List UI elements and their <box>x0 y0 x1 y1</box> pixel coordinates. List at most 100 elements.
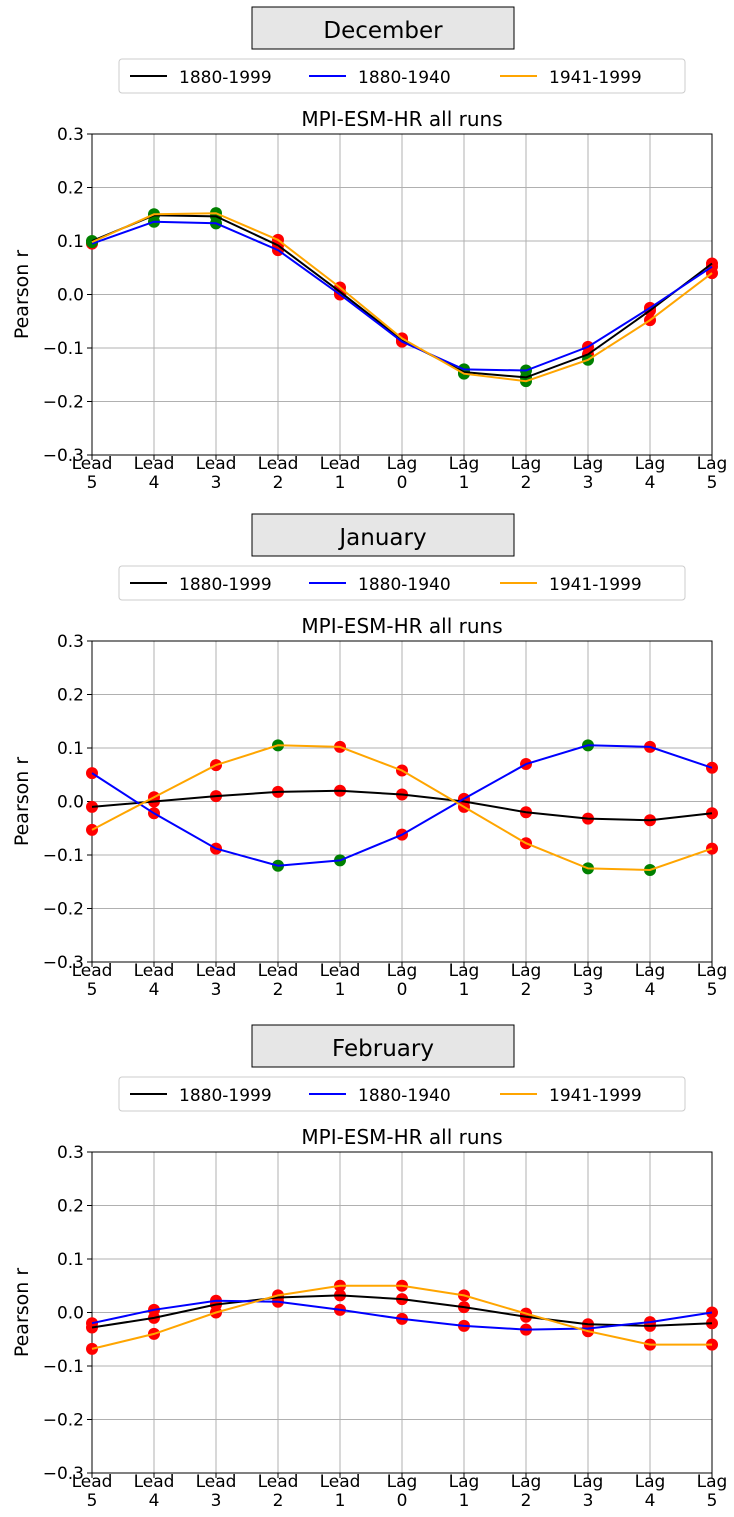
legend-entry-label: 1941-1999 <box>549 68 642 88</box>
legend-entry-label: 1880-1999 <box>179 575 272 595</box>
series-line-1880-1999 <box>91 1294 713 1329</box>
x-tick-label-top: Lead <box>320 1472 361 1492</box>
x-tick-label-top: Lag <box>635 454 666 474</box>
month-label: January <box>337 525 426 551</box>
x-tick-label-bottom: 2 <box>273 473 284 493</box>
x-tick-label-bottom: 4 <box>645 1491 656 1511</box>
x-tick-label-top: Lead <box>134 1472 175 1492</box>
x-tick-label-top: Lag <box>573 454 604 474</box>
x-tick-label-bottom: 2 <box>273 980 284 1000</box>
x-tick-label-top: Lead <box>72 1472 113 1492</box>
month-label-box <box>251 1024 515 1068</box>
x-tick-label-top: Lead <box>196 961 237 981</box>
series-line-1880-1940 <box>91 220 713 372</box>
legend-entry-label: 1880-1940 <box>358 1086 451 1106</box>
x-tick-label-bottom: 2 <box>273 1491 284 1511</box>
series-line-1880-1999 <box>91 789 713 822</box>
x-tick-label-bottom: 5 <box>87 1491 98 1511</box>
x-tick-label-top: Lag <box>635 961 666 981</box>
x-tick-label-bottom: 0 <box>397 1491 408 1511</box>
x-tick-label-top: Lag <box>697 961 728 981</box>
x-tick-label-top: Lag <box>449 961 480 981</box>
x-tick-label-bottom: 1 <box>335 980 346 1000</box>
x-tick-label-bottom: 4 <box>149 980 160 1000</box>
series-line-1880-1940 <box>91 744 713 867</box>
y-tick-label: 0.2 <box>57 179 84 199</box>
x-tick-label-top: Lead <box>134 961 175 981</box>
chart-title: MPI-ESM-HR all runs <box>301 1125 502 1149</box>
x-tick-label-bottom: 1 <box>459 980 470 1000</box>
x-tick-label-bottom: 5 <box>707 980 718 1000</box>
legend-entry-label: 1880-1999 <box>179 68 272 88</box>
x-tick-label-bottom: 2 <box>521 980 532 1000</box>
legend-box <box>118 58 686 94</box>
x-tick-label-bottom: 3 <box>211 980 222 1000</box>
x-tick-label-bottom: 1 <box>335 1491 346 1511</box>
x-tick-label-top: Lead <box>72 454 113 474</box>
x-tick-label-top: Lead <box>320 454 361 474</box>
x-tick-label-bottom: 3 <box>583 1491 594 1511</box>
legend-entry-label: 1880-1940 <box>358 575 451 595</box>
y-tick-label: −0.3 <box>43 953 84 973</box>
y-tick-label: 0.0 <box>57 1304 84 1324</box>
y-tick-label: −0.3 <box>43 446 84 466</box>
chart-panel-december: December 1880-1999 1880-1940 1941-1999 MPI-E… <box>11 6 728 493</box>
x-tick-label-bottom: 4 <box>645 473 656 493</box>
legend-entry-label: 1941-1999 <box>549 575 642 595</box>
x-tick-label-bottom: 5 <box>707 473 718 493</box>
x-tick-label-top: Lead <box>196 1472 237 1492</box>
y-tick-label: 0.2 <box>57 686 84 706</box>
month-label: December <box>323 18 443 44</box>
y-tick-label: −0.2 <box>43 393 84 413</box>
x-tick-label-top: Lag <box>697 1472 728 1492</box>
y-tick-label: 0.1 <box>57 232 84 252</box>
x-tick-label-bottom: 3 <box>583 980 594 1000</box>
y-tick-label: 0.3 <box>57 1143 84 1163</box>
x-tick-label-top: Lag <box>573 961 604 981</box>
legend-box <box>118 1076 686 1112</box>
y-axis-label: Pearson r <box>11 1268 33 1358</box>
x-tick-label-bottom: 0 <box>397 980 408 1000</box>
x-tick-label-bottom: 4 <box>149 473 160 493</box>
x-tick-label-top: Lag <box>573 1472 604 1492</box>
x-tick-label-top: Lead <box>320 961 361 981</box>
data-point-1880-1999 <box>706 1317 718 1330</box>
x-tick-label-top: Lag <box>697 454 728 474</box>
x-tick-label-bottom: 3 <box>211 1491 222 1511</box>
x-tick-label-top: Lead <box>258 961 299 981</box>
x-tick-label-top: Lag <box>387 454 418 474</box>
x-tick-label-top: Lead <box>258 1472 299 1492</box>
x-tick-label-top: Lag <box>511 454 542 474</box>
x-tick-label-top: Lag <box>449 1472 480 1492</box>
legend-entry-label: 1941-1999 <box>549 1086 642 1106</box>
x-tick-label-bottom: 1 <box>459 1491 470 1511</box>
x-tick-label-top: Lag <box>511 1472 542 1492</box>
month-label-box <box>251 6 515 50</box>
x-tick-label-bottom: 1 <box>459 473 470 493</box>
x-tick-label-bottom: 2 <box>521 1491 532 1511</box>
x-tick-label-bottom: 5 <box>87 980 98 1000</box>
chart-title: MPI-ESM-HR all runs <box>301 107 502 131</box>
x-tick-label-top: Lead <box>72 961 113 981</box>
legend-entry-label: 1880-1940 <box>358 68 451 88</box>
x-tick-label-bottom: 0 <box>397 473 408 493</box>
x-tick-label-top: Lag <box>635 1472 666 1492</box>
chart-panel-january: January 1880-1999 1880-1940 1941-1999 MPI-ES… <box>11 513 728 1000</box>
series-line-1941-1999 <box>91 1284 712 1350</box>
y-tick-label: 0.3 <box>57 125 84 145</box>
chart-title: MPI-ESM-HR all runs <box>301 614 502 638</box>
data-point-1941-1999 <box>706 842 718 855</box>
y-tick-label: −0.1 <box>43 1357 84 1377</box>
series-line-1941-1999 <box>91 744 713 872</box>
y-tick-label: 0.0 <box>57 286 84 306</box>
y-tick-label: 0.2 <box>57 1197 84 1217</box>
month-label-box <box>251 513 515 557</box>
y-tick-label: −0.3 <box>43 1464 84 1484</box>
series-line-1941-1999 <box>91 212 713 383</box>
x-tick-label-top: Lead <box>134 454 175 474</box>
y-axis-label: Pearson r <box>11 250 33 340</box>
y-tick-label: 0.3 <box>57 632 84 652</box>
series-line-1880-1999 <box>91 214 713 379</box>
legend-box <box>118 565 686 601</box>
